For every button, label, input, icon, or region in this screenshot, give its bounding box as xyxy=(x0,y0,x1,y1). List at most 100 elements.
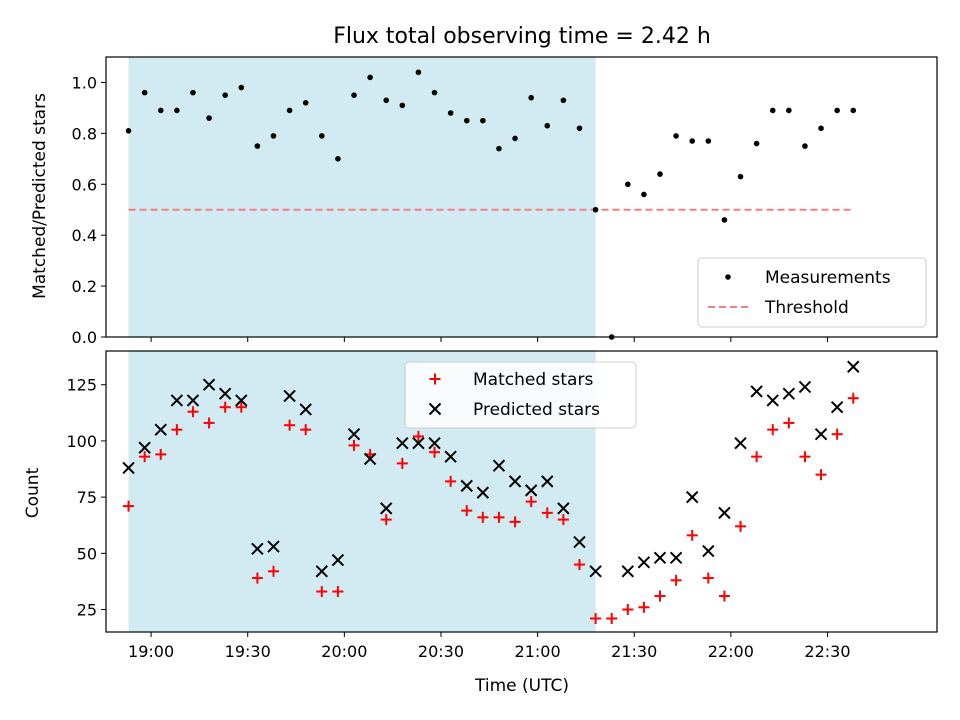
predicted-point xyxy=(541,475,554,488)
matched-point xyxy=(718,590,730,602)
cross-stroke-b xyxy=(186,394,200,407)
cross-stroke-b xyxy=(686,490,699,504)
bottom-xtick-label: 20:30 xyxy=(418,642,464,661)
predicted-point xyxy=(798,380,812,394)
top-points xyxy=(125,69,857,340)
predicted-point xyxy=(718,506,731,520)
top-legend: Measurements Threshold xyxy=(697,257,927,328)
cross-stroke-b xyxy=(428,402,442,416)
predicted-point xyxy=(669,551,683,565)
matched-point xyxy=(284,419,296,431)
matched-point xyxy=(348,439,360,451)
legend-matched-marker xyxy=(429,373,441,385)
measurement-point xyxy=(657,171,663,177)
bottom-xtick-label: 21:00 xyxy=(515,642,561,661)
measurement-point xyxy=(270,133,277,139)
bottom-xtick-label: 22:00 xyxy=(708,642,754,661)
cross-stroke-b xyxy=(380,502,393,515)
cross-stroke-b xyxy=(235,394,248,407)
measurement-point xyxy=(383,97,390,104)
matched-point xyxy=(203,417,215,429)
measurement-point xyxy=(431,89,438,96)
legend-matched-label: Matched stars xyxy=(473,370,593,390)
measurement-point xyxy=(689,138,696,144)
predicted-point xyxy=(202,378,216,391)
predicted-point xyxy=(218,387,232,400)
cross-stroke-b xyxy=(557,502,570,515)
measurement-point xyxy=(480,117,486,124)
measurement-point xyxy=(447,110,454,116)
matched-point xyxy=(477,511,489,523)
predicted-point xyxy=(380,502,393,515)
matched-point xyxy=(831,428,843,440)
bottom-legend-box xyxy=(404,361,637,429)
matched-point xyxy=(429,446,441,458)
matched-point xyxy=(493,511,505,523)
predicted-point xyxy=(686,490,699,504)
legend-measurements-label: Measurements xyxy=(765,268,891,288)
bottom-xtick-label: 20:00 xyxy=(321,642,367,661)
predicted-point xyxy=(589,565,602,578)
predicted-point xyxy=(186,394,200,407)
measurement-point xyxy=(769,107,776,114)
bottom-ylabel: Count xyxy=(23,467,43,518)
matched-point xyxy=(751,451,763,463)
bottom-xtick-label: 22:30 xyxy=(804,642,850,661)
cross-stroke-b xyxy=(750,385,763,398)
top-ytick-label: 0.8 xyxy=(72,124,97,143)
cross-stroke-b xyxy=(476,486,490,499)
measurement-point xyxy=(834,107,840,114)
cross-stroke-b xyxy=(508,475,522,488)
predicted-point xyxy=(331,553,345,567)
matched-point xyxy=(445,475,457,487)
cross-stroke-b xyxy=(573,535,586,549)
predicted-point xyxy=(621,565,634,578)
bottom-xtick-label: 19:30 xyxy=(225,642,271,661)
predicted-point xyxy=(750,385,763,398)
top-legend-box xyxy=(697,257,927,328)
measurement-point xyxy=(624,181,631,188)
predicted-point xyxy=(524,484,538,497)
measurement-point xyxy=(174,107,180,114)
predicted-point xyxy=(653,551,667,565)
cross-stroke-b xyxy=(363,452,377,466)
predicted-point xyxy=(299,403,312,416)
predicted-point xyxy=(428,436,441,450)
matched-point xyxy=(509,516,521,528)
cross-stroke-b xyxy=(138,441,151,454)
predicted-point xyxy=(347,427,361,441)
matched-point xyxy=(654,590,666,602)
predicted-point xyxy=(283,389,296,403)
predicted-point xyxy=(814,427,828,441)
matched-points xyxy=(123,392,859,625)
measurement-point xyxy=(721,217,728,223)
bottom-yticks: 25 50 75 100 125 xyxy=(66,376,106,620)
cross-stroke-b xyxy=(122,461,135,475)
measurement-point xyxy=(560,97,567,104)
matched-point xyxy=(670,574,682,586)
measurement-point xyxy=(238,84,245,91)
chart-title: Flux total observing time = 2.42 h xyxy=(333,24,711,49)
bottom-ytick-label: 75 xyxy=(77,488,97,507)
matched-point xyxy=(767,424,779,436)
measurement-point xyxy=(351,92,357,98)
measurement-point xyxy=(705,138,712,144)
bottom-xtick-label: 19:00 xyxy=(128,642,174,661)
matched-point xyxy=(590,613,602,625)
measurement-point xyxy=(850,107,857,114)
matched-point xyxy=(251,572,263,584)
measurement-point xyxy=(206,115,212,121)
predicted-point xyxy=(782,387,796,400)
legend-measurement-marker xyxy=(725,274,731,280)
predicted-point xyxy=(235,394,248,407)
legend-predicted-marker xyxy=(428,402,442,416)
matched-point xyxy=(396,457,408,469)
top-axes-frame xyxy=(105,56,938,338)
matched-point xyxy=(525,496,537,508)
cross-stroke-b xyxy=(202,378,216,391)
matched-point xyxy=(783,417,795,429)
measurement-point xyxy=(641,191,647,198)
cross-stroke-b xyxy=(267,540,280,553)
top-shaded-region xyxy=(128,57,596,337)
predicted-point xyxy=(315,565,329,578)
